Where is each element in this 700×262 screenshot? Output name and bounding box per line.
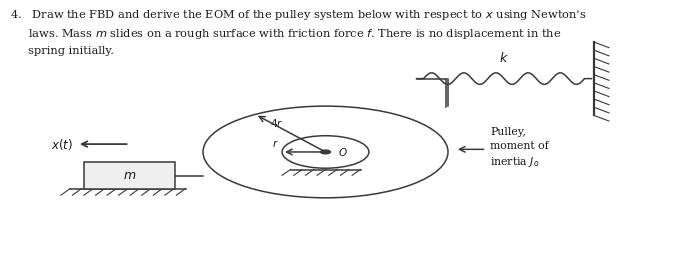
Text: Pulley,
moment of
inertia $J_o$: Pulley, moment of inertia $J_o$	[490, 127, 549, 169]
Text: $4r$: $4r$	[270, 117, 284, 129]
Text: $m$: $m$	[122, 169, 136, 182]
Text: $k$: $k$	[499, 51, 509, 65]
Text: $O$: $O$	[338, 146, 348, 158]
Text: $r$: $r$	[272, 138, 279, 149]
Circle shape	[321, 150, 330, 154]
Text: 4.   Draw the FBD and derive the EOM of the pulley system below with respect to : 4. Draw the FBD and derive the EOM of th…	[10, 8, 587, 56]
Text: $x(t)$: $x(t)$	[51, 137, 74, 152]
Bar	[84, 162, 175, 189]
